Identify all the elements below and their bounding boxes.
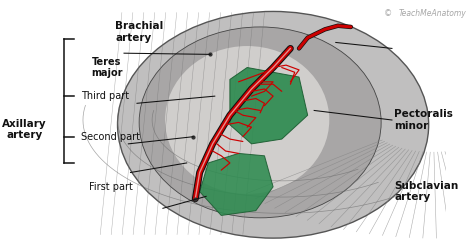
Text: First part: First part xyxy=(90,182,133,192)
Text: Third part: Third part xyxy=(81,91,129,101)
Text: Second part: Second part xyxy=(81,132,140,142)
Polygon shape xyxy=(200,153,273,216)
Text: Teres
major: Teres major xyxy=(91,57,123,78)
Text: TeachMeAnatomy: TeachMeAnatomy xyxy=(399,9,466,18)
Text: Subclavian
artery: Subclavian artery xyxy=(394,181,458,202)
Text: ©: © xyxy=(383,9,392,18)
Text: Axillary
artery: Axillary artery xyxy=(2,119,47,140)
Polygon shape xyxy=(230,67,308,144)
Ellipse shape xyxy=(139,27,381,218)
Text: Pectoralis
minor: Pectoralis minor xyxy=(394,109,453,131)
Ellipse shape xyxy=(165,46,329,194)
Ellipse shape xyxy=(118,12,428,238)
Text: Brachial
artery: Brachial artery xyxy=(115,21,164,42)
